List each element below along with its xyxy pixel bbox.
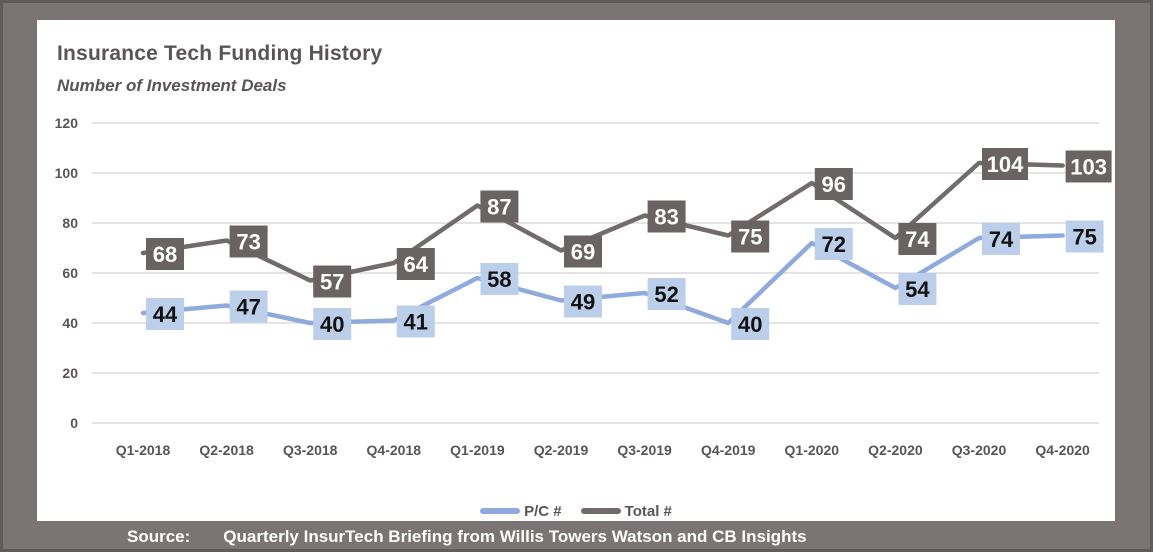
- source-text: Quarterly InsurTech Briefing from Willis…: [223, 526, 807, 546]
- data-label: 87: [487, 195, 511, 220]
- data-label: 40: [320, 312, 344, 337]
- data-label-box: [731, 220, 770, 253]
- x-axis-tick-label: Q4-2020: [1035, 442, 1090, 458]
- data-label-box: [1065, 150, 1112, 183]
- data-label-box: [814, 168, 853, 200]
- chart-panel: Insurance Tech Funding History Number of…: [37, 20, 1115, 521]
- data-label-box: [982, 148, 1028, 180]
- data-label: 74: [905, 227, 930, 252]
- data-label: 64: [404, 252, 429, 277]
- total-legend-swatch: [580, 508, 621, 514]
- data-label-box: [396, 248, 435, 280]
- data-label: 75: [738, 225, 762, 250]
- x-axis-tick-label: Q2-2020: [868, 442, 923, 458]
- chart-subtitle: Number of Investment Deals: [57, 76, 287, 95]
- line-chart: 0 20 40 60 80 100 120 Q1-2018 Q2-2018 Q3-2018 Q4-2…: [55, 115, 1112, 458]
- data-label: 44: [153, 302, 178, 327]
- legend-item: P/C #: [480, 503, 562, 520]
- data-label: 74: [989, 227, 1014, 252]
- source-label: Source:: [127, 526, 191, 546]
- legend-label: P/C #: [524, 502, 562, 520]
- data-label-box: [313, 265, 352, 298]
- y-axis-tick-label: 100: [55, 165, 79, 181]
- data-label: 41: [404, 310, 428, 335]
- data-label-box: [229, 290, 268, 323]
- data-label-box: [647, 278, 686, 310]
- y-axis-tick-label: 0: [70, 415, 78, 431]
- y-axis-tick-label: 80: [62, 215, 78, 231]
- data-label-box: [480, 263, 519, 295]
- x-axis-tick-label: Q4-2019: [701, 442, 756, 458]
- y-axis-tick-label: 60: [62, 265, 78, 281]
- x-axis-tick-label: Q4-2018: [367, 442, 422, 458]
- x-axis-tick-label: Q1-2020: [785, 442, 840, 458]
- legend-label: Total #: [624, 502, 672, 520]
- x-axis-tick-label: Q1-2018: [116, 442, 171, 458]
- data-label-box: [982, 223, 1020, 255]
- data-label-box: [1065, 220, 1104, 253]
- data-label-box: [731, 308, 770, 340]
- chart-legend: P/C # Total #: [37, 498, 1115, 524]
- data-label-box: [898, 223, 937, 255]
- chart-title: Insurance Tech Funding History: [57, 42, 383, 65]
- data-label: 72: [822, 232, 846, 257]
- x-axis-tick-label: Q3-2018: [283, 442, 338, 458]
- x-axis-tick-label: Q1-2019: [450, 442, 505, 458]
- data-label: 73: [236, 230, 260, 255]
- data-label: 57: [320, 270, 344, 295]
- x-axis-tick-label: Q3-2020: [952, 442, 1007, 458]
- data-label-box: [313, 308, 352, 340]
- data-label-box: [898, 273, 937, 305]
- data-label: 54: [905, 277, 930, 302]
- data-label: 83: [654, 205, 678, 230]
- data-label-box: [814, 228, 853, 260]
- data-label-box: [480, 190, 519, 223]
- data-label: 75: [1072, 225, 1096, 250]
- data-label: 58: [487, 267, 511, 292]
- x-axis-tick-label: Q2-2018: [199, 442, 254, 458]
- data-label: 69: [571, 240, 595, 265]
- y-axis-tick-label: 20: [62, 365, 78, 381]
- total-series-line: [140, 160, 1065, 283]
- legend-item: Total #: [580, 502, 672, 520]
- data-label-box: [229, 225, 268, 258]
- source-bar: Source: Quarterly InsurTech Briefing fro…: [0, 521, 1153, 552]
- data-label-box: [647, 200, 686, 233]
- data-label: 49: [571, 290, 595, 315]
- x-axis-tick-label: Q2-2019: [534, 442, 589, 458]
- data-label: 104: [987, 152, 1024, 177]
- x-axis-tick-label: Q3-2019: [617, 442, 672, 458]
- data-label-box: [564, 285, 602, 318]
- data-label-box: [146, 238, 184, 270]
- data-label: 52: [654, 282, 678, 307]
- data-label-box: [396, 305, 435, 338]
- data-label: 40: [738, 312, 762, 337]
- data-label: 68: [153, 242, 177, 267]
- data-label-box: [146, 298, 184, 330]
- y-axis-tick-label: 120: [55, 115, 79, 131]
- y-axis-tick-label: 40: [62, 315, 78, 331]
- data-label: 103: [1070, 155, 1107, 180]
- pc-legend-swatch: [480, 508, 521, 514]
- data-label-box: [564, 235, 602, 268]
- data-label: 96: [822, 172, 846, 197]
- data-label: 47: [236, 295, 260, 320]
